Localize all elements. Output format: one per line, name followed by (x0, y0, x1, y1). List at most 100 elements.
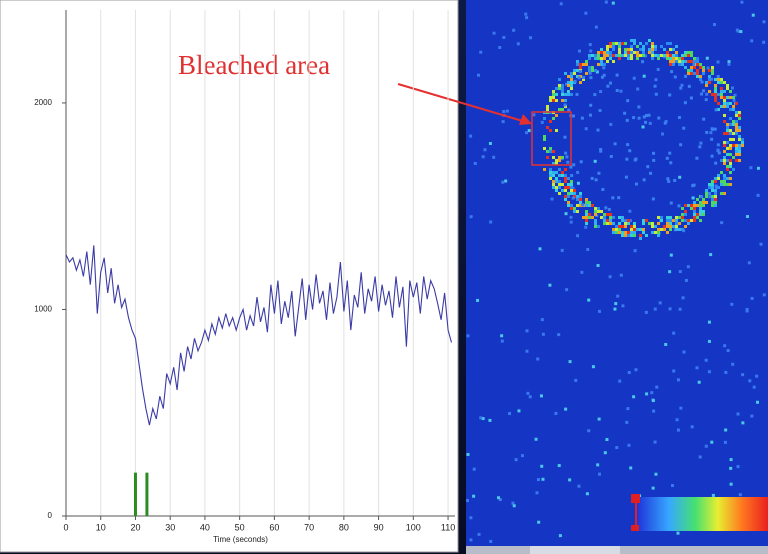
noise-pixel (732, 98, 736, 102)
ring-pixel (687, 51, 690, 54)
ring-pixel (624, 225, 627, 228)
noise-pixel (730, 86, 734, 90)
ring-pixel (741, 141, 744, 144)
noise-pixel (702, 89, 706, 93)
noise-pixel (628, 219, 632, 223)
ring-pixel (633, 225, 636, 228)
noise-pixel (568, 478, 572, 482)
noise-pixel (723, 344, 727, 348)
noise-pixel (710, 137, 714, 141)
noise-pixel (668, 151, 672, 155)
ring-pixel (726, 129, 729, 132)
ring-pixel (687, 222, 690, 225)
noise-pixel (707, 320, 711, 324)
ring-pixel (561, 90, 564, 93)
ring-pixel (570, 84, 573, 87)
noise-pixel (623, 111, 627, 115)
ring-pixel (729, 144, 732, 147)
ring-pixel (609, 57, 612, 60)
ring-pixel (651, 51, 654, 54)
ring-pixel (567, 195, 570, 198)
noise-pixel (498, 498, 502, 502)
ring-pixel (564, 174, 567, 177)
ring-pixel (690, 204, 693, 207)
ring-pixel (696, 75, 699, 78)
ring-pixel (720, 171, 723, 174)
ring-pixel (615, 228, 618, 231)
ring-pixel (606, 222, 609, 225)
ring-pixel (555, 87, 558, 90)
noise-pixel (709, 131, 713, 135)
ring-pixel (651, 45, 654, 48)
noise-pixel (648, 121, 652, 125)
scale-handle[interactable] (631, 525, 639, 531)
ring-pixel (696, 60, 699, 63)
ring-pixel (618, 42, 621, 45)
noise-pixel (563, 103, 567, 107)
ring-pixel (630, 48, 633, 51)
ring-pixel (660, 219, 663, 222)
ring-pixel (675, 228, 678, 231)
ring-pixel (711, 180, 714, 183)
ring-pixel (579, 81, 582, 84)
noise-pixel (540, 464, 544, 468)
ring-pixel (675, 54, 678, 57)
noise-pixel (724, 370, 728, 374)
ring-pixel (672, 48, 675, 51)
noise-pixel (566, 160, 570, 164)
noise-pixel (755, 400, 759, 404)
ring-pixel (624, 48, 627, 51)
ring-pixel (579, 63, 582, 66)
noise-pixel (705, 92, 709, 96)
ring-pixel (669, 228, 672, 231)
noise-pixel (598, 109, 602, 113)
noise-pixel (469, 516, 473, 520)
ring-pixel (735, 150, 738, 153)
noise-pixel (678, 307, 682, 311)
ring-pixel (648, 48, 651, 51)
ring-pixel (564, 93, 567, 96)
ring-pixel (558, 159, 561, 162)
noise-pixel (668, 270, 672, 274)
ring-pixel (576, 60, 579, 63)
noise-pixel (613, 142, 617, 146)
annotation: Bleached area (178, 50, 330, 80)
ring-pixel (657, 234, 660, 237)
ring-pixel (642, 54, 645, 57)
noise-pixel (477, 532, 481, 536)
ring-pixel (627, 54, 630, 57)
noise-pixel (511, 501, 515, 505)
ring-pixel (636, 51, 639, 54)
noise-pixel (584, 225, 588, 229)
ring-pixel (624, 51, 627, 54)
ring-pixel (636, 54, 639, 57)
ring-pixel (561, 156, 564, 159)
ring-pixel (729, 96, 732, 99)
ring-pixel (582, 63, 585, 66)
ring-pixel (726, 147, 729, 150)
ring-pixel (567, 84, 570, 87)
ring-pixel (741, 138, 744, 141)
noise-pixel (668, 93, 672, 97)
noise-pixel (665, 156, 669, 160)
ring-pixel (729, 183, 732, 186)
noise-pixel (559, 2, 563, 6)
ring-pixel (612, 60, 615, 63)
scale-handle[interactable] (631, 494, 640, 503)
ring-pixel (726, 165, 729, 168)
noise-pixel (603, 451, 607, 455)
ring-pixel (600, 48, 603, 51)
noise-pixel (582, 75, 586, 79)
ring-pixel (549, 147, 552, 150)
ring-pixel (693, 219, 696, 222)
ring-pixel (735, 132, 738, 135)
ring-pixel (603, 63, 606, 66)
ring-pixel (543, 135, 546, 138)
ring-pixel (708, 90, 711, 93)
ring-pixel (738, 147, 741, 150)
noise-pixel (678, 270, 682, 274)
ring-pixel (546, 156, 549, 159)
noise-pixel (724, 428, 728, 432)
ring-pixel (555, 129, 558, 132)
